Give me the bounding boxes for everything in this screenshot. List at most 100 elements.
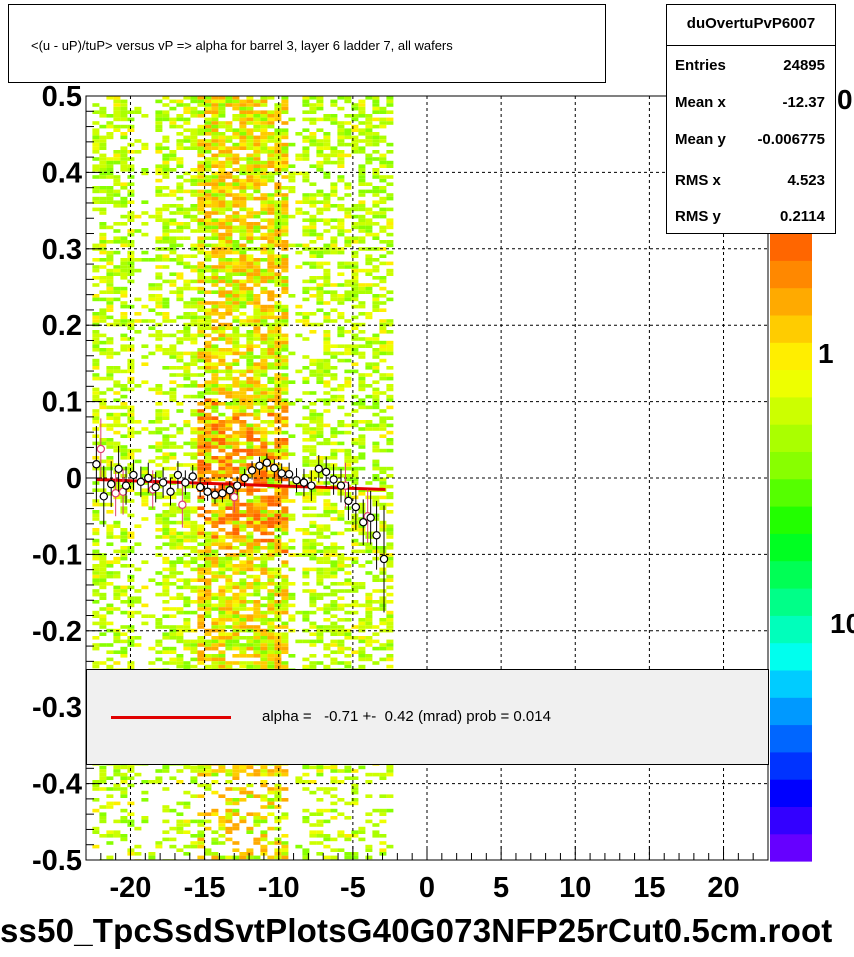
heatmap-cell xyxy=(225,517,233,521)
heatmap-cell xyxy=(204,279,212,284)
heatmap-cell xyxy=(386,772,394,777)
heatmap-cell xyxy=(260,553,268,557)
heatmap-cell xyxy=(365,600,373,604)
heatmap-cell xyxy=(260,204,268,208)
heatmap-cell xyxy=(155,776,163,780)
heatmap-cell xyxy=(309,542,317,546)
heatmap-cell xyxy=(330,506,338,510)
heatmap-cell xyxy=(323,366,331,370)
heatmap-cell xyxy=(253,510,261,514)
heatmap-cell xyxy=(162,319,170,323)
heatmap-cell xyxy=(239,384,247,388)
heatmap-cell xyxy=(106,164,114,168)
heatmap-cell xyxy=(274,362,282,366)
heatmap-cell xyxy=(113,319,121,323)
heatmap-cell xyxy=(379,434,387,438)
heatmap-cell xyxy=(358,650,366,654)
heatmap-cell xyxy=(225,855,233,860)
heatmap-cell xyxy=(225,664,233,669)
heatmap-cell xyxy=(162,135,170,140)
heatmap-cell xyxy=(267,398,275,402)
heatmap-cell xyxy=(316,578,324,582)
heatmap-cell xyxy=(246,574,254,579)
heatmap-cell xyxy=(246,654,254,658)
heatmap-cell xyxy=(190,373,198,377)
heatmap-cell xyxy=(316,261,324,266)
heatmap-cell xyxy=(337,466,345,471)
heatmap-cell xyxy=(253,369,261,374)
heatmap-cell xyxy=(281,160,289,165)
heatmap-cell xyxy=(351,600,359,604)
heatmap-cell xyxy=(218,243,226,248)
heatmap-cell xyxy=(232,103,240,107)
heatmap-cell xyxy=(239,322,247,327)
heatmap-cell xyxy=(197,204,205,208)
heatmap-cell xyxy=(120,787,128,791)
heatmap-cell xyxy=(211,211,219,215)
heatmap-cell xyxy=(309,225,317,230)
heatmap-cell xyxy=(148,387,156,392)
heatmap-cell xyxy=(337,643,345,647)
heatmap-cell xyxy=(204,250,212,255)
heatmap-cell xyxy=(302,499,310,503)
heatmap-cell xyxy=(274,254,282,258)
heatmap-cell xyxy=(232,531,240,536)
heatmap-cell xyxy=(337,128,345,132)
heatmap-cell xyxy=(232,351,240,356)
heatmap-cell xyxy=(218,664,226,669)
heatmap-cell xyxy=(253,423,261,428)
heatmap-cell xyxy=(309,470,317,474)
heatmap-cell xyxy=(246,358,254,363)
heatmap-cell xyxy=(379,373,387,377)
heatmap-cell xyxy=(267,524,275,528)
heatmap-cell xyxy=(372,276,380,280)
heatmap-cell xyxy=(330,855,338,860)
heatmap-cell xyxy=(358,240,366,244)
heatmap-cell xyxy=(344,492,352,496)
heatmap-cell xyxy=(337,106,345,111)
heatmap-cell xyxy=(183,646,191,651)
heatmap-cell xyxy=(99,812,107,816)
heatmap-cell xyxy=(155,621,163,626)
heatmap-cell xyxy=(211,153,219,158)
heatmap-cell xyxy=(274,308,282,312)
heatmap-cell xyxy=(239,178,247,183)
heatmap-cell xyxy=(365,549,373,554)
heatmap-cell xyxy=(351,124,359,129)
heatmap-cell xyxy=(204,362,212,366)
heatmap-cell xyxy=(211,301,219,305)
heatmap-cell xyxy=(316,492,324,496)
heatmap-cell xyxy=(372,823,380,827)
heatmap-cell xyxy=(232,402,240,406)
heatmap-cell xyxy=(113,556,121,561)
heatmap-cell xyxy=(267,276,275,280)
heatmap-cell xyxy=(379,225,387,230)
heatmap-cell xyxy=(302,589,310,593)
heatmap-cell xyxy=(106,160,114,165)
heatmap-cell xyxy=(211,564,219,568)
heatmap-cell xyxy=(183,96,191,100)
heatmap-cell xyxy=(253,409,261,413)
heatmap-cell xyxy=(218,556,226,561)
heatmap-cell xyxy=(218,535,226,539)
heatmap-cell xyxy=(386,387,394,392)
heatmap-cell xyxy=(253,769,261,773)
heatmap-cell xyxy=(218,142,226,147)
heatmap-cell xyxy=(316,524,324,528)
heatmap-cell xyxy=(281,358,289,363)
heatmap-cell xyxy=(330,236,338,240)
heatmap-cell xyxy=(281,409,289,413)
heatmap-cell xyxy=(267,247,275,251)
heatmap-cell xyxy=(92,121,100,125)
heatmap-cell xyxy=(176,290,184,294)
heatmap-cell xyxy=(246,265,254,269)
heatmap-cell xyxy=(169,258,177,262)
heatmap-cell xyxy=(197,240,205,244)
heatmap-cell xyxy=(99,625,107,629)
heatmap-cell xyxy=(232,117,240,122)
heatmap-cell xyxy=(120,794,128,798)
heatmap-cell xyxy=(197,427,205,431)
heatmap-cell xyxy=(218,474,226,478)
heatmap-cell xyxy=(351,459,359,464)
heatmap-cell xyxy=(351,538,359,543)
